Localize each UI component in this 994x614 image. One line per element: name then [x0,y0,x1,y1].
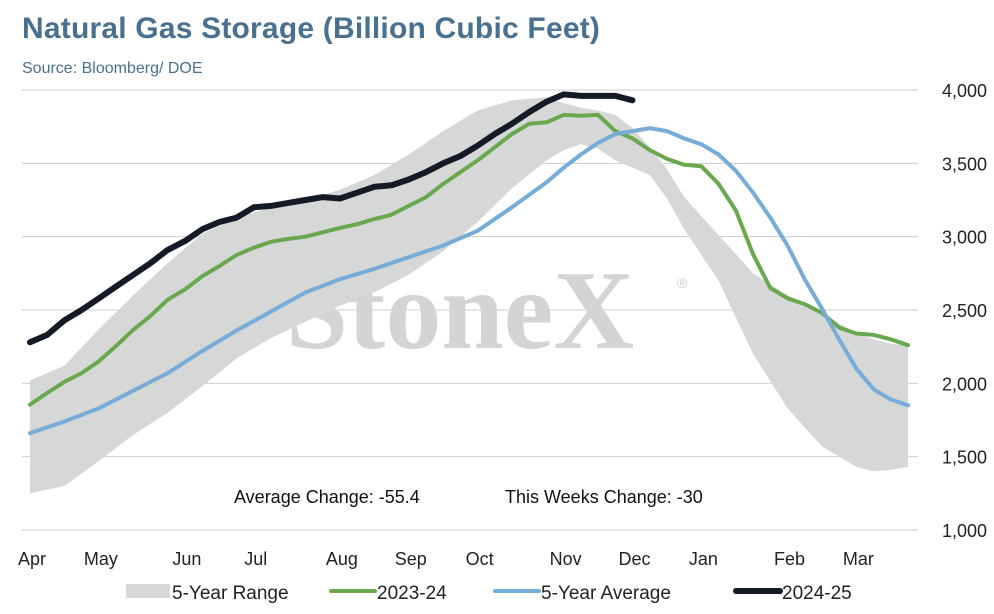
x-tick-label: Dec [619,549,651,569]
x-tick-label: Feb [774,549,805,569]
chart-title: Natural Gas Storage (Billion Cubic Feet) [22,12,601,45]
legend-label-2024-25: 2024-25 [782,583,852,604]
x-tick-label: Aug [326,549,358,569]
y-tick-label: 3,500 [942,154,987,174]
y-tick-label: 2,500 [942,301,987,321]
y-tick-label: 2,000 [942,374,987,394]
x-tick-label: Jul [244,549,267,569]
chart-source: Source: Bloomberg/ DOE [22,60,203,77]
x-tick-label: Sep [395,549,427,569]
x-tick-label: Apr [18,549,46,569]
average-change-annotation: Average Change: -55.4 [234,487,420,507]
weekly-change-annotation: This Weeks Change: -30 [505,487,703,507]
legend-label-2023-24: 2023-24 [377,583,447,604]
series-line-5-year-average [28,126,910,436]
series-line-2024-25 [27,91,636,346]
legend-swatch-5-year-range [126,584,170,598]
x-tick-label: Mar [843,549,874,569]
y-tick-label: 4,000 [942,81,987,101]
x-tick-label: Jun [172,549,201,569]
registered-mark: ® [677,275,688,291]
five-year-range-area [30,97,908,494]
series-line-2023-24 [28,112,910,407]
y-tick-label: 1,500 [942,448,987,468]
x-tick-label: Nov [550,549,582,569]
y-tick-label: 3,000 [942,228,987,248]
x-tick-label: Jan [689,549,718,569]
y-axis-ticks: 1,000 1,500 2,000 2,500 3,000 3,500 4,000 [942,81,987,541]
five-year-range-band [30,97,908,494]
legend-label-5-year-average: 5-Year Average [541,583,671,604]
y-tick-label: 1,000 [942,521,987,541]
x-tick-label: Oct [466,549,494,569]
x-tick-label: May [84,549,118,569]
series-lines [27,91,910,436]
x-axis-ticks: Apr May Jun Jul Aug Sep Oct Nov Dec Jan Feb Mar [18,549,874,569]
legend-label-5-year-range: 5-Year Range [172,583,289,604]
legend: 5-Year Range 2023-24 5-Year Average 2024-25 [126,583,852,604]
